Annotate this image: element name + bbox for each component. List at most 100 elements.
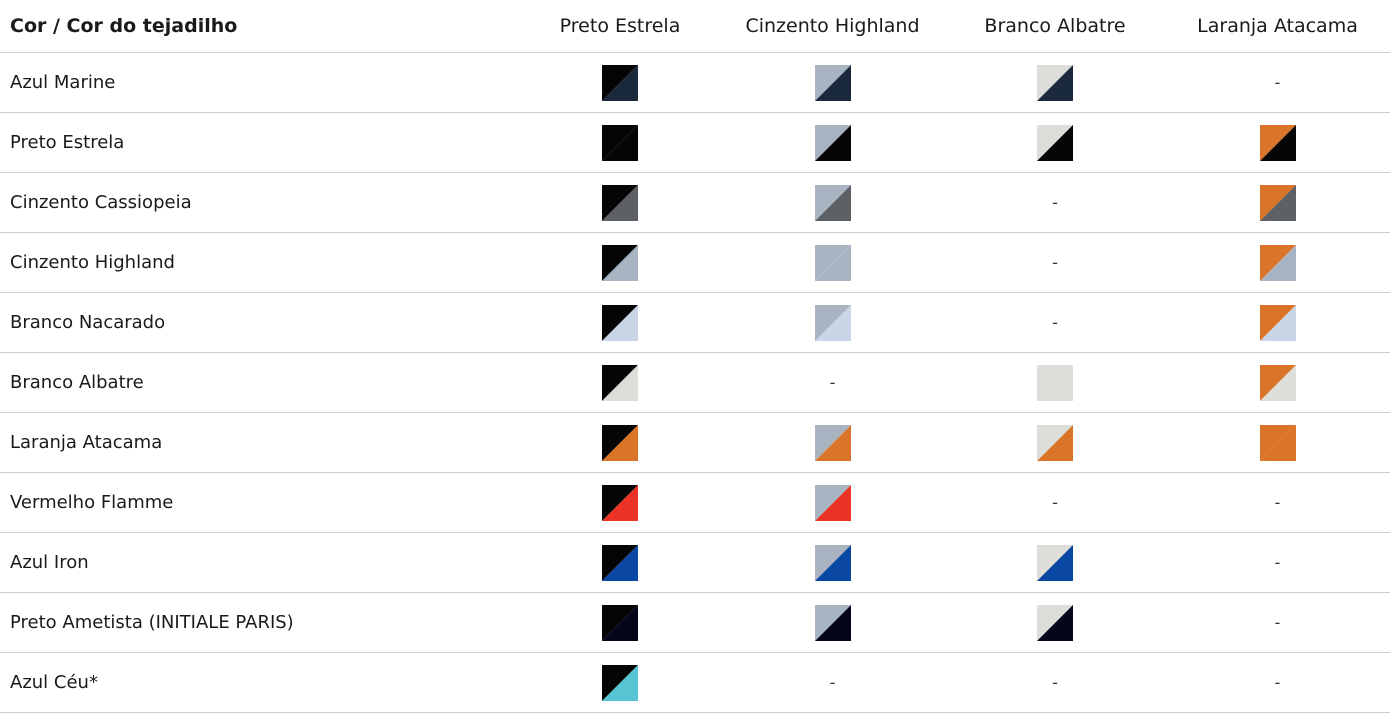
- body-color-triangle: [1259, 244, 1296, 281]
- row-label: Azul Céu*: [10, 672, 98, 693]
- table-row: Laranja Atacama: [0, 413, 1390, 473]
- row-label: Preto Ametista (INITIALE PARIS): [10, 612, 294, 633]
- table-row: Branco Nacarado -: [0, 293, 1390, 353]
- body-color-triangle: [814, 604, 851, 641]
- color-swatch-cell: [520, 664, 720, 701]
- row-label: Laranja Atacama: [10, 432, 163, 453]
- two-tone-color-swatch: [602, 604, 638, 641]
- row-label: Cinzento Cassiopeia: [10, 192, 192, 213]
- body-color-triangle: [814, 244, 851, 281]
- color-swatch-cell: [1165, 244, 1390, 281]
- two-tone-color-swatch: [814, 304, 851, 341]
- solid-color-swatch: [814, 244, 851, 281]
- unavailable-dash: -: [1052, 673, 1058, 692]
- body-color-triangle: [814, 184, 851, 221]
- color-swatch-cell: [720, 604, 945, 641]
- column-header-cinzento-highland: Cinzento Highland: [745, 15, 920, 37]
- color-swatch-cell: [1165, 124, 1390, 161]
- color-swatch-cell: [1165, 364, 1390, 401]
- solid-color-swatch: [1259, 424, 1296, 461]
- body-color-triangle: [1037, 64, 1073, 101]
- unavailable-dash: -: [1274, 613, 1281, 632]
- body-color-triangle: [1037, 124, 1073, 161]
- unavailable-dash: -: [1274, 493, 1281, 512]
- two-tone-color-swatch: [814, 604, 851, 641]
- body-color-triangle: [814, 544, 851, 581]
- body-color-triangle: [1259, 124, 1296, 161]
- body-color-triangle: [602, 664, 638, 701]
- two-tone-color-swatch: [814, 544, 851, 581]
- color-swatch-cell: [720, 484, 945, 521]
- body-color-triangle: [602, 184, 638, 221]
- table-header-row: Cor / Cor do tejadilho Preto Estrela Cin…: [0, 0, 1390, 53]
- unavailable-dash: -: [829, 373, 836, 392]
- body-color-triangle: [602, 424, 638, 461]
- color-swatch-cell: [520, 244, 720, 281]
- color-swatch-cell: [520, 424, 720, 461]
- body-color-triangle: [814, 64, 851, 101]
- color-swatch-cell: [1165, 424, 1390, 461]
- two-tone-color-swatch: [602, 244, 638, 281]
- color-swatch-cell: [720, 124, 945, 161]
- body-color-triangle: [602, 484, 638, 521]
- color-swatch-cell: [520, 184, 720, 221]
- unavailable-cell: -: [720, 673, 945, 692]
- table-row: Azul Marine -: [0, 53, 1390, 113]
- body-color-triangle: [1259, 304, 1296, 341]
- column-header-branco-albatre: Branco Albatre: [984, 15, 1126, 37]
- two-tone-color-swatch: [602, 664, 638, 701]
- color-swatch-cell: [720, 64, 945, 101]
- table-row: Preto Estrela: [0, 113, 1390, 173]
- color-swatch-cell: [520, 64, 720, 101]
- column-header-preto-estrela: Preto Estrela: [559, 15, 681, 37]
- body-color-triangle: [602, 364, 638, 401]
- body-color-triangle: [602, 124, 638, 161]
- color-swatch-cell: [1165, 304, 1390, 341]
- two-tone-color-swatch: [814, 184, 851, 221]
- color-swatch-cell: [720, 544, 945, 581]
- unavailable-dash: -: [1052, 493, 1058, 512]
- unavailable-dash: -: [1052, 253, 1058, 272]
- color-swatch-cell: [720, 304, 945, 341]
- unavailable-dash: -: [829, 673, 836, 692]
- table-row: Vermelho Flamme - -: [0, 473, 1390, 533]
- two-tone-color-swatch: [1259, 244, 1296, 281]
- unavailable-cell: -: [1165, 553, 1390, 572]
- two-tone-color-swatch: [602, 364, 638, 401]
- two-tone-color-swatch: [1037, 124, 1073, 161]
- two-tone-color-swatch: [602, 424, 638, 461]
- unavailable-cell: -: [945, 673, 1165, 692]
- table-row: Cinzento Highland -: [0, 233, 1390, 293]
- unavailable-dash: -: [1052, 193, 1058, 212]
- solid-color-swatch: [602, 124, 638, 161]
- body-color-triangle: [814, 304, 851, 341]
- two-tone-color-swatch: [602, 64, 638, 101]
- row-label: Azul Iron: [10, 552, 89, 573]
- unavailable-dash: -: [1274, 673, 1281, 692]
- row-label: Azul Marine: [10, 72, 116, 93]
- unavailable-cell: -: [945, 253, 1165, 272]
- unavailable-dash: -: [1274, 553, 1281, 572]
- body-color-triangle: [602, 604, 638, 641]
- unavailable-cell: -: [945, 313, 1165, 332]
- body-color-triangle: [602, 304, 638, 341]
- table-body: Azul Marine - Preto Estrela Cinzento Cassio…: [0, 53, 1390, 713]
- body-color-triangle: [814, 424, 851, 461]
- color-swatch-cell: [945, 124, 1165, 161]
- body-color-triangle: [1037, 604, 1073, 641]
- two-tone-color-swatch: [1037, 424, 1073, 461]
- two-tone-color-swatch: [1259, 124, 1296, 161]
- color-swatch-cell: [945, 544, 1165, 581]
- row-label-header: Cor / Cor do tejadilho: [10, 15, 238, 37]
- color-swatch-cell: [1165, 184, 1390, 221]
- unavailable-cell: -: [945, 493, 1165, 512]
- body-color-triangle: [602, 244, 638, 281]
- body-color-triangle: [1037, 544, 1073, 581]
- column-header-laranja-atacama: Laranja Atacama: [1197, 15, 1358, 37]
- two-tone-color-swatch: [1259, 364, 1296, 401]
- row-label: Branco Albatre: [10, 372, 144, 393]
- body-color-triangle: [1037, 424, 1073, 461]
- body-color-triangle: [602, 64, 638, 101]
- body-color-triangle: [814, 124, 851, 161]
